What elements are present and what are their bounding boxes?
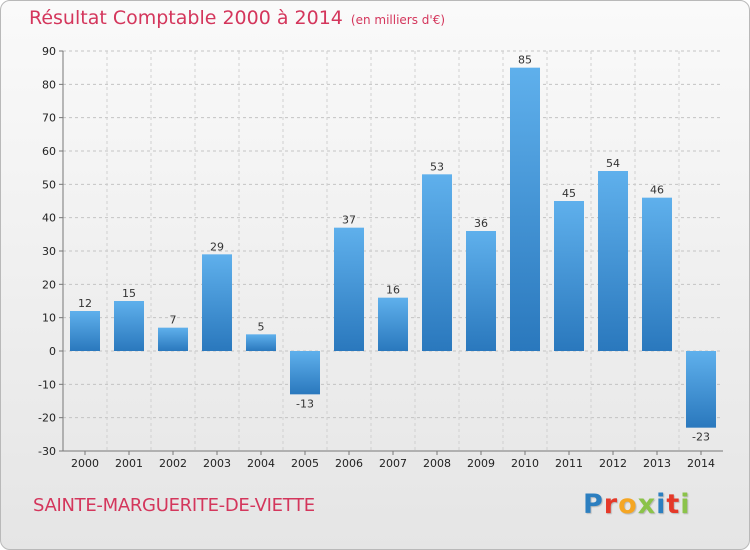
y-tick-label: 0 xyxy=(49,345,56,358)
bar xyxy=(202,254,232,351)
commune-name: SAINTE-MARGUERITE-DE-VIETTE xyxy=(33,495,315,516)
y-tick-label: 80 xyxy=(42,78,56,91)
proxiti-logo: Proxiti xyxy=(583,489,691,520)
x-tick-label: 2008 xyxy=(423,457,451,470)
bar xyxy=(158,327,188,351)
x-tick-label: 2011 xyxy=(555,457,583,470)
bar-value-label: 16 xyxy=(386,284,400,297)
x-tick-label: 2006 xyxy=(335,457,363,470)
y-tick-label: 60 xyxy=(42,145,56,158)
bar xyxy=(642,197,672,351)
bar-value-label: 7 xyxy=(170,314,177,327)
x-tick-label: 2005 xyxy=(291,457,319,470)
y-tick-label: -30 xyxy=(38,445,56,458)
x-tick-label: 2010 xyxy=(511,457,539,470)
y-tick-label: 10 xyxy=(42,312,56,325)
bar-value-label: 46 xyxy=(650,184,664,197)
bar-value-label: 15 xyxy=(122,287,136,300)
y-tick-label: -10 xyxy=(38,378,56,391)
x-tick-label: 2007 xyxy=(379,457,407,470)
x-tick-label: 2014 xyxy=(687,457,715,470)
bar xyxy=(246,334,276,351)
bar-value-label: 29 xyxy=(210,240,224,253)
bar-value-label: -23 xyxy=(692,431,710,444)
bar xyxy=(290,351,320,395)
chart-title: Résultat Comptable 2000 à 2014 (en millie… xyxy=(29,7,445,29)
bar-value-label: 85 xyxy=(518,54,532,67)
chart-subtitle: (en milliers d'€) xyxy=(350,13,446,27)
y-tick-label: 50 xyxy=(42,178,56,191)
chart-title-text: Résultat Comptable 2000 à 2014 xyxy=(29,7,343,29)
y-tick-label: 40 xyxy=(42,212,56,225)
x-tick-label: 2001 xyxy=(115,457,143,470)
bar xyxy=(334,227,364,351)
x-tick-label: 2004 xyxy=(247,457,275,470)
x-tick-label: 2000 xyxy=(71,457,99,470)
bar xyxy=(510,67,540,352)
x-tick-label: 2012 xyxy=(599,457,627,470)
bar-value-label: -13 xyxy=(296,397,314,410)
bar-value-label: 37 xyxy=(342,214,356,227)
y-tick-label: 70 xyxy=(42,112,56,125)
bar-value-label: 36 xyxy=(474,217,488,230)
bar xyxy=(686,351,716,428)
y-tick-label: 90 xyxy=(42,45,56,58)
bar-value-label: 5 xyxy=(258,320,265,333)
y-tick-label: 20 xyxy=(42,278,56,291)
bar-value-label: 53 xyxy=(430,160,444,173)
y-tick-label: 30 xyxy=(42,245,56,258)
bar xyxy=(70,311,100,351)
bar xyxy=(422,174,452,351)
y-tick-label: -20 xyxy=(38,412,56,425)
x-tick-label: 2003 xyxy=(203,457,231,470)
bar-value-label: 45 xyxy=(562,187,576,200)
bar xyxy=(554,201,584,351)
x-tick-label: 2002 xyxy=(159,457,187,470)
bar-value-label: 54 xyxy=(606,157,620,170)
bar xyxy=(114,301,144,351)
bar-value-label: 12 xyxy=(78,297,92,310)
x-tick-label: 2009 xyxy=(467,457,495,470)
bar xyxy=(598,171,628,351)
bar xyxy=(466,231,496,351)
bar xyxy=(378,297,408,351)
x-tick-label: 2013 xyxy=(643,457,671,470)
